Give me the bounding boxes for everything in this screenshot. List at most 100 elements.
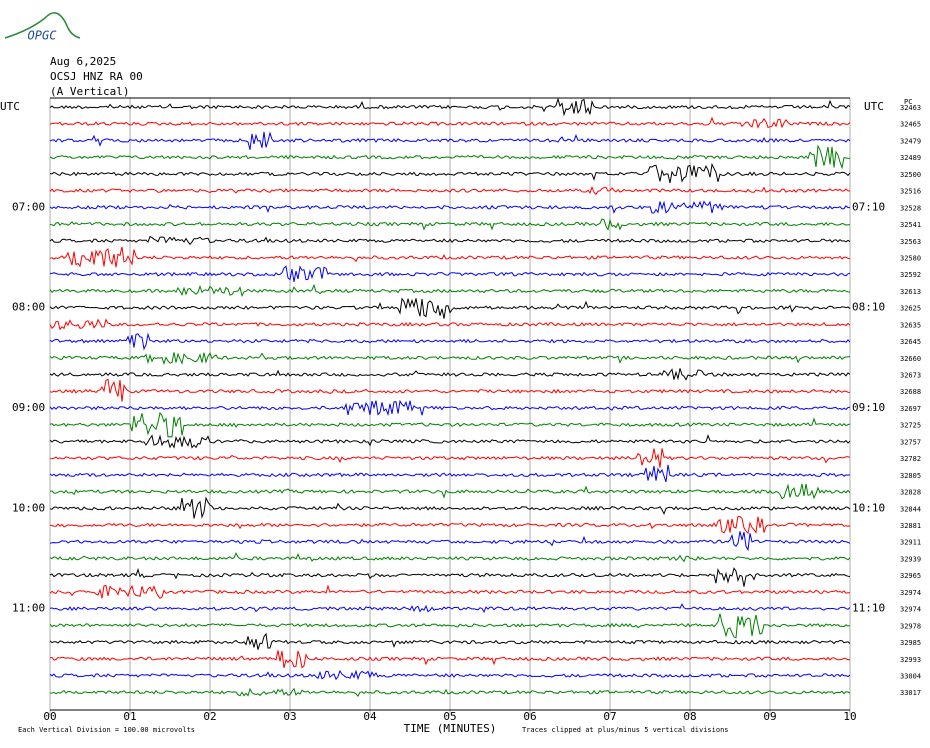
trace (49, 531, 851, 552)
trace (49, 97, 851, 117)
left-time-label: 07:00 (12, 200, 45, 213)
logo-text: OPGC (28, 29, 58, 43)
trace (49, 332, 851, 351)
x-tick-label: 03 (283, 710, 296, 723)
x-tick-label: 07 (603, 710, 616, 723)
trace (49, 185, 851, 196)
trace-count: 32613 (900, 288, 921, 296)
right-column-label: PC (904, 98, 912, 106)
trace (49, 687, 851, 697)
trace-count: 32635 (900, 321, 921, 329)
date: Aug 6,2025 (50, 55, 116, 68)
trace (49, 235, 851, 246)
trace-count: 32985 (900, 639, 921, 647)
trace (49, 613, 851, 639)
trace (49, 218, 850, 231)
trace-count: 32939 (900, 555, 921, 563)
trace (49, 434, 851, 449)
right-time-label: 07:10 (852, 200, 885, 213)
trace-count: 32541 (900, 221, 921, 229)
trace (49, 162, 851, 184)
clip-note: Traces clipped at plus/minus 5 vertical … (522, 726, 729, 734)
right-time-label: 09:10 (852, 401, 885, 414)
x-tick-label: 04 (363, 710, 377, 723)
trace-count: 32645 (900, 338, 921, 346)
left-time-label: 09:00 (12, 401, 45, 414)
right-time-label: 11:10 (852, 602, 885, 615)
trace (49, 584, 850, 599)
trace-count: 32844 (900, 505, 921, 513)
trace-count: 32697 (900, 405, 921, 413)
logo: OPGC (4, 12, 81, 43)
x-axis-label: TIME (MINUTES) (404, 722, 497, 735)
trace (49, 552, 851, 563)
left-time-label: 08:00 (12, 301, 45, 314)
x-tick-label: 10 (843, 710, 856, 723)
x-tick-label: 05 (443, 710, 456, 723)
scale-note: Each Vertical Division = 100.00 microvol… (18, 726, 195, 734)
trace-count: 32828 (900, 489, 921, 497)
trace-count: 32673 (900, 372, 921, 380)
trace (49, 200, 850, 214)
trace (49, 464, 851, 483)
x-tick-label: 09 (763, 710, 776, 723)
trace (49, 632, 851, 650)
trace-count: 32625 (900, 305, 921, 313)
left-time-label: 11:00 (12, 602, 45, 615)
trace-count: 32563 (900, 238, 921, 246)
trace-count: 32489 (900, 154, 921, 162)
trace (49, 318, 851, 331)
trace (49, 378, 851, 402)
trace-count: 32782 (900, 455, 921, 463)
trace (49, 411, 851, 438)
trace (49, 144, 851, 170)
trace-count: 33017 (900, 689, 921, 697)
component: (A Vertical) (50, 85, 129, 98)
trace-count: 32974 (900, 606, 921, 614)
trace-count: 32993 (900, 656, 921, 664)
trace-count: 32757 (900, 438, 921, 446)
right-time-label: 10:10 (852, 501, 885, 514)
trace (49, 368, 851, 381)
plot-area (49, 97, 851, 715)
trace (49, 283, 851, 297)
trace-count: 33004 (900, 672, 921, 680)
trace (49, 116, 851, 129)
trace (49, 297, 851, 319)
trace-count: 32978 (900, 622, 921, 630)
trace-count: 32580 (900, 254, 921, 262)
right-time-label: 08:10 (852, 301, 885, 314)
trace-count: 32725 (900, 422, 921, 430)
trace (49, 603, 851, 614)
station: OCSJ HNZ RA 00 (50, 70, 143, 83)
trace (49, 496, 851, 519)
trace (49, 567, 851, 587)
x-tick-label: 02 (203, 710, 216, 723)
x-tick-label: 08 (683, 710, 696, 723)
left-axis-label: UTC (0, 100, 20, 113)
trace-count: 32660 (900, 355, 921, 363)
trace (49, 246, 851, 268)
trace-count: 32881 (900, 522, 921, 530)
trace-count: 32528 (900, 204, 921, 212)
trace-count: 32592 (900, 271, 921, 279)
x-tick-label: 01 (123, 710, 136, 723)
trace-count: 32965 (900, 572, 921, 580)
trace (49, 131, 851, 150)
trace-count: 32463 (900, 104, 921, 112)
x-tick-label: 00 (43, 710, 56, 723)
trace-count: 32688 (900, 388, 921, 396)
trace-count: 32974 (900, 589, 921, 597)
trace-count: 32911 (900, 539, 921, 547)
trace (49, 399, 851, 417)
trace-count: 32805 (900, 472, 921, 480)
trace (49, 483, 851, 500)
trace (49, 650, 851, 669)
trace-count: 32465 (900, 121, 921, 129)
left-time-label: 10:00 (12, 501, 45, 514)
right-axis-label: UTC (864, 100, 884, 113)
trace (49, 265, 851, 282)
trace (49, 448, 851, 468)
x-tick-label: 06 (523, 710, 536, 723)
